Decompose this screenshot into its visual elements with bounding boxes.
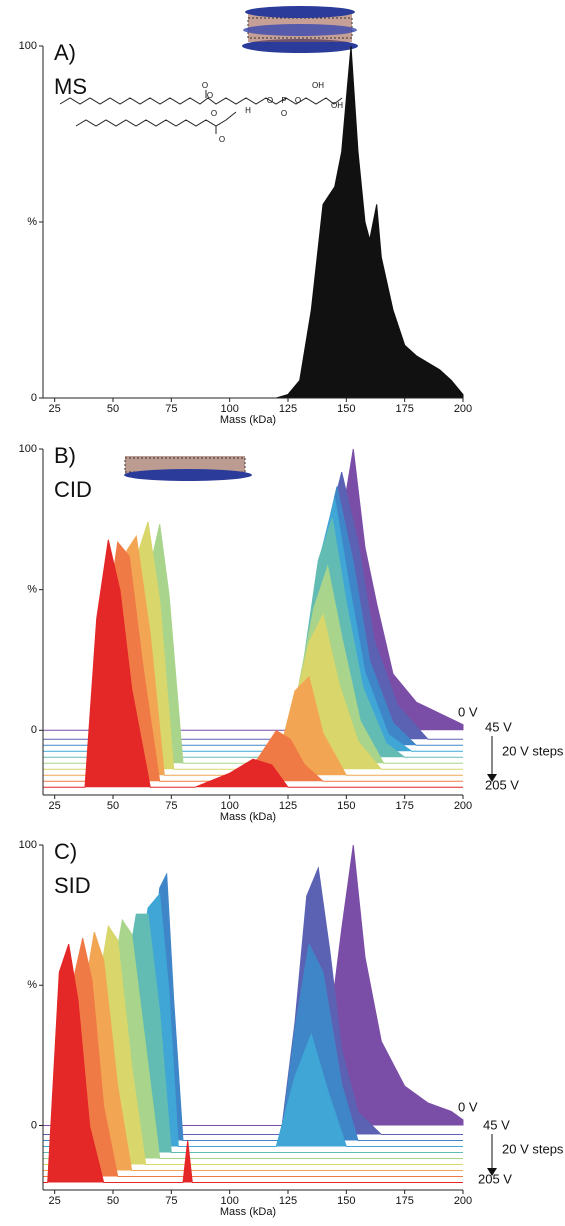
voltage-label: 0 V — [458, 704, 478, 719]
nanodisc-b — [124, 456, 252, 481]
x-tick-label: 200 — [454, 403, 472, 415]
y-tick-label: 0 — [31, 392, 37, 404]
x-tick-label: 150 — [337, 800, 355, 812]
x-tick-label: 100 — [220, 1195, 238, 1207]
x-tick-label: 175 — [395, 1195, 413, 1207]
atom-label: O — [295, 96, 301, 105]
y-tick-label: % — [27, 584, 37, 596]
x-tick-label: 100 — [220, 403, 238, 415]
panel-label: B) — [54, 443, 76, 468]
x-tick-label: 150 — [337, 1195, 355, 1207]
y-tick-label: 100 — [19, 443, 37, 455]
x-tick-label: 125 — [279, 1195, 297, 1207]
atom-label: O — [281, 109, 287, 118]
atom-label: O — [211, 109, 217, 118]
voltage-label: 45 V — [485, 719, 512, 734]
x-tick-label: 75 — [165, 403, 177, 415]
spectrum — [43, 45, 464, 399]
y-tick-label: 100 — [19, 40, 37, 52]
voltage-label: 205 V — [478, 1171, 512, 1186]
x-tick-label: 150 — [337, 403, 355, 415]
y-tick-label: % — [27, 216, 37, 228]
panel-label: A) — [54, 40, 76, 65]
x-tick-label: 200 — [454, 1195, 472, 1207]
atom-label: OH — [331, 101, 343, 110]
panel-label: C) — [54, 839, 77, 864]
atom-label: H — [245, 106, 251, 115]
voltage-label: 205 V — [485, 777, 519, 792]
spectrum — [42, 539, 464, 788]
panel-title: CID — [54, 477, 92, 502]
x-tick-label: 25 — [49, 403, 61, 415]
voltage-label: 20 V steps — [502, 743, 564, 758]
x-tick-label: 200 — [454, 800, 472, 812]
lipid-structure — [59, 90, 343, 134]
y-tick-label: 100 — [19, 839, 37, 851]
x-tick-label: 175 — [395, 403, 413, 415]
x-tick-label: 75 — [165, 1195, 177, 1207]
x-tick-label: 50 — [107, 800, 119, 812]
x-tick-label: 50 — [107, 403, 119, 415]
x-axis-label: Mass (kDa) — [220, 811, 276, 823]
x-tick-label: 125 — [279, 800, 297, 812]
atom-label: P — [281, 96, 286, 105]
arrow-head — [487, 774, 497, 782]
atom-label: O — [219, 135, 225, 144]
y-tick-label: 0 — [31, 1119, 37, 1131]
y-tick-label: % — [27, 979, 37, 991]
nanodisc-a — [242, 6, 358, 53]
atom-label: O — [202, 81, 208, 90]
atom-label: O — [207, 91, 213, 100]
voltage-label: 45 V — [483, 1117, 510, 1132]
x-tick-label: 25 — [49, 800, 61, 812]
x-axis-label: Mass (kDa) — [220, 414, 276, 426]
x-tick-label: 175 — [395, 800, 413, 812]
x-tick-label: 125 — [279, 403, 297, 415]
x-tick-label: 75 — [165, 800, 177, 812]
atom-label: OH — [312, 81, 324, 90]
x-tick-label: 50 — [107, 1195, 119, 1207]
voltage-label: 0 V — [458, 1099, 478, 1114]
x-axis-label: Mass (kDa) — [220, 1206, 276, 1218]
panel-title: MS — [54, 74, 87, 99]
spectrum — [42, 866, 464, 1136]
x-tick-label: 25 — [49, 1195, 61, 1207]
atom-label: O — [267, 96, 273, 105]
panel-title: SID — [54, 873, 91, 898]
y-tick-label: 0 — [31, 724, 37, 736]
spectrum — [42, 943, 464, 1184]
x-tick-label: 100 — [220, 800, 238, 812]
voltage-label: 20 V steps — [502, 1141, 564, 1156]
arrow-head — [487, 1168, 497, 1176]
